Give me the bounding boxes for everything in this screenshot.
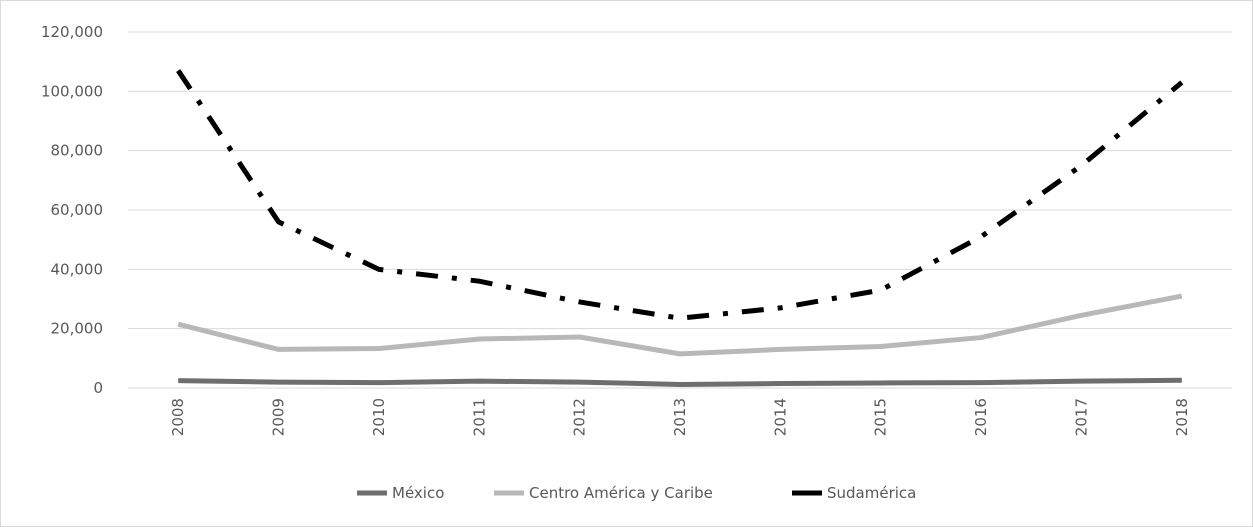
x-tick-label: 2014 [771,398,789,436]
x-tick-label: 2012 [571,398,589,436]
x-tick-label: 2013 [671,398,689,436]
y-tick-label: 40,000 [51,260,104,278]
legend: México Centro América y Caribe Sudamérica [357,484,916,502]
x-tick-label: 2010 [370,398,388,436]
legend-label: México [392,484,444,502]
y-tick-label: 120,000 [41,23,103,41]
x-axis-ticks: 2008 2009 2010 2011 2012 2013 2014 2015 2016 2017… [169,398,1191,436]
legend-label: Centro América y Caribe [529,484,713,502]
series-line-2 [176,69,1184,321]
y-tick-label: 100,000 [41,82,103,100]
y-tick-label: 0 [93,379,103,397]
x-tick-label: 2011 [470,398,488,436]
y-tick-label: 20,000 [51,320,104,338]
legend-label: Sudamérica [827,484,916,502]
y-tick-label: 80,000 [51,142,104,160]
x-tick-label: 2018 [1173,398,1191,436]
y-axis-ticks: 0 20,000 40,000 60,000 80,000 100,000 120,000 [41,23,103,397]
series-lines [176,69,1184,387]
x-tick-label: 2008 [169,398,187,436]
x-tick-label: 2009 [270,398,288,436]
y-tick-label: 60,000 [51,201,104,219]
x-tick-label: 2015 [872,398,890,436]
gridlines [128,31,1232,389]
x-tick-label: 2017 [1072,398,1090,436]
x-tick-label: 2016 [972,398,990,436]
